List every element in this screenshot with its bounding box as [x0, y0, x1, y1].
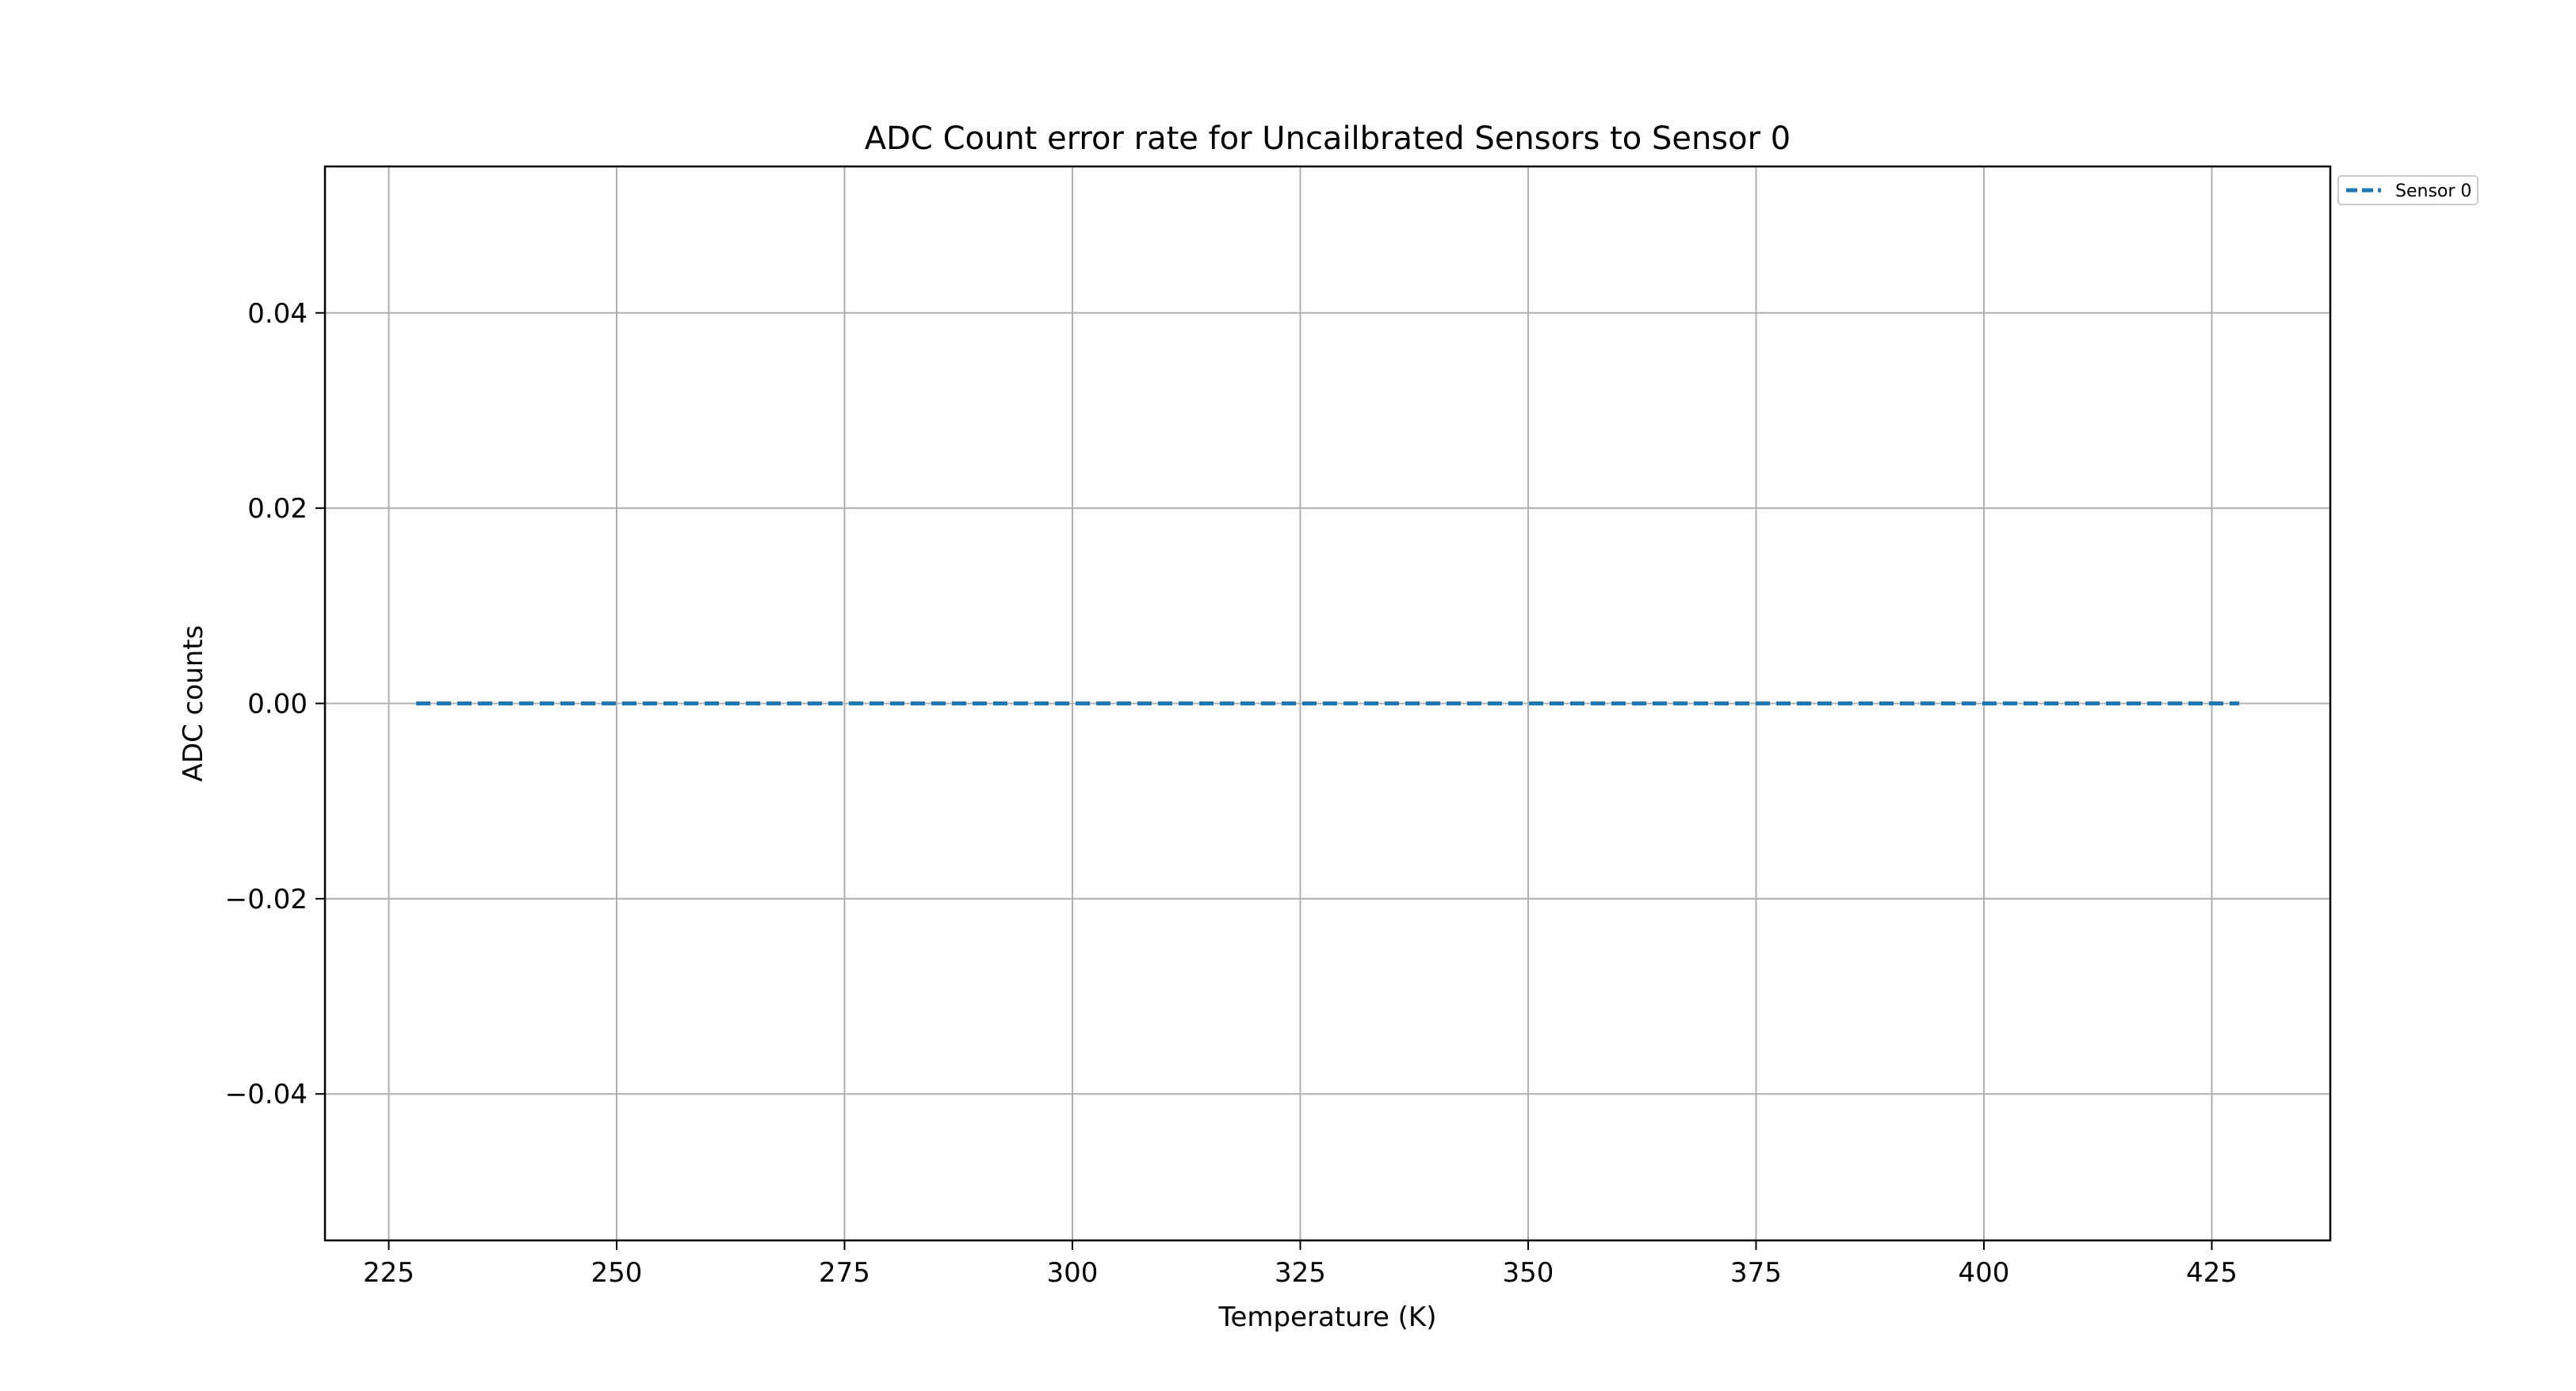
chart-title: ADC Count error rate for Uncailbrated Se…: [865, 120, 1791, 157]
y-axis-label: ADC counts: [178, 625, 209, 782]
grid: [325, 166, 2330, 1240]
x-tick-label: 350: [1503, 1257, 1554, 1289]
legend-label-sensor-0: Sensor 0: [2395, 182, 2471, 201]
x-tick-label: 375: [1730, 1257, 1782, 1289]
legend-box: [2337, 175, 2479, 205]
y-tick-label: −0.04: [225, 1079, 308, 1110]
legend: Sensor 0: [2337, 175, 2479, 205]
x-tick-label: 400: [1959, 1257, 2010, 1289]
x-tick-label: 250: [591, 1257, 643, 1289]
x-axis-label: Temperature (K): [1217, 1301, 1436, 1333]
y-tick-label: 0.00: [247, 689, 308, 720]
x-tick-label: 275: [819, 1257, 870, 1289]
y-tick-label: −0.02: [225, 884, 308, 915]
ticks: 225 250 275 300 325 350 375 400 425 −0.04 −0.02 0.0…: [225, 298, 2238, 1289]
y-tick-label: 0.02: [247, 493, 308, 525]
x-tick-label: 325: [1275, 1257, 1326, 1289]
x-tick-label: 425: [2186, 1257, 2238, 1289]
y-tick-label: 0.04: [247, 298, 308, 330]
x-tick-label: 225: [363, 1257, 415, 1289]
x-tick-label: 300: [1047, 1257, 1099, 1289]
